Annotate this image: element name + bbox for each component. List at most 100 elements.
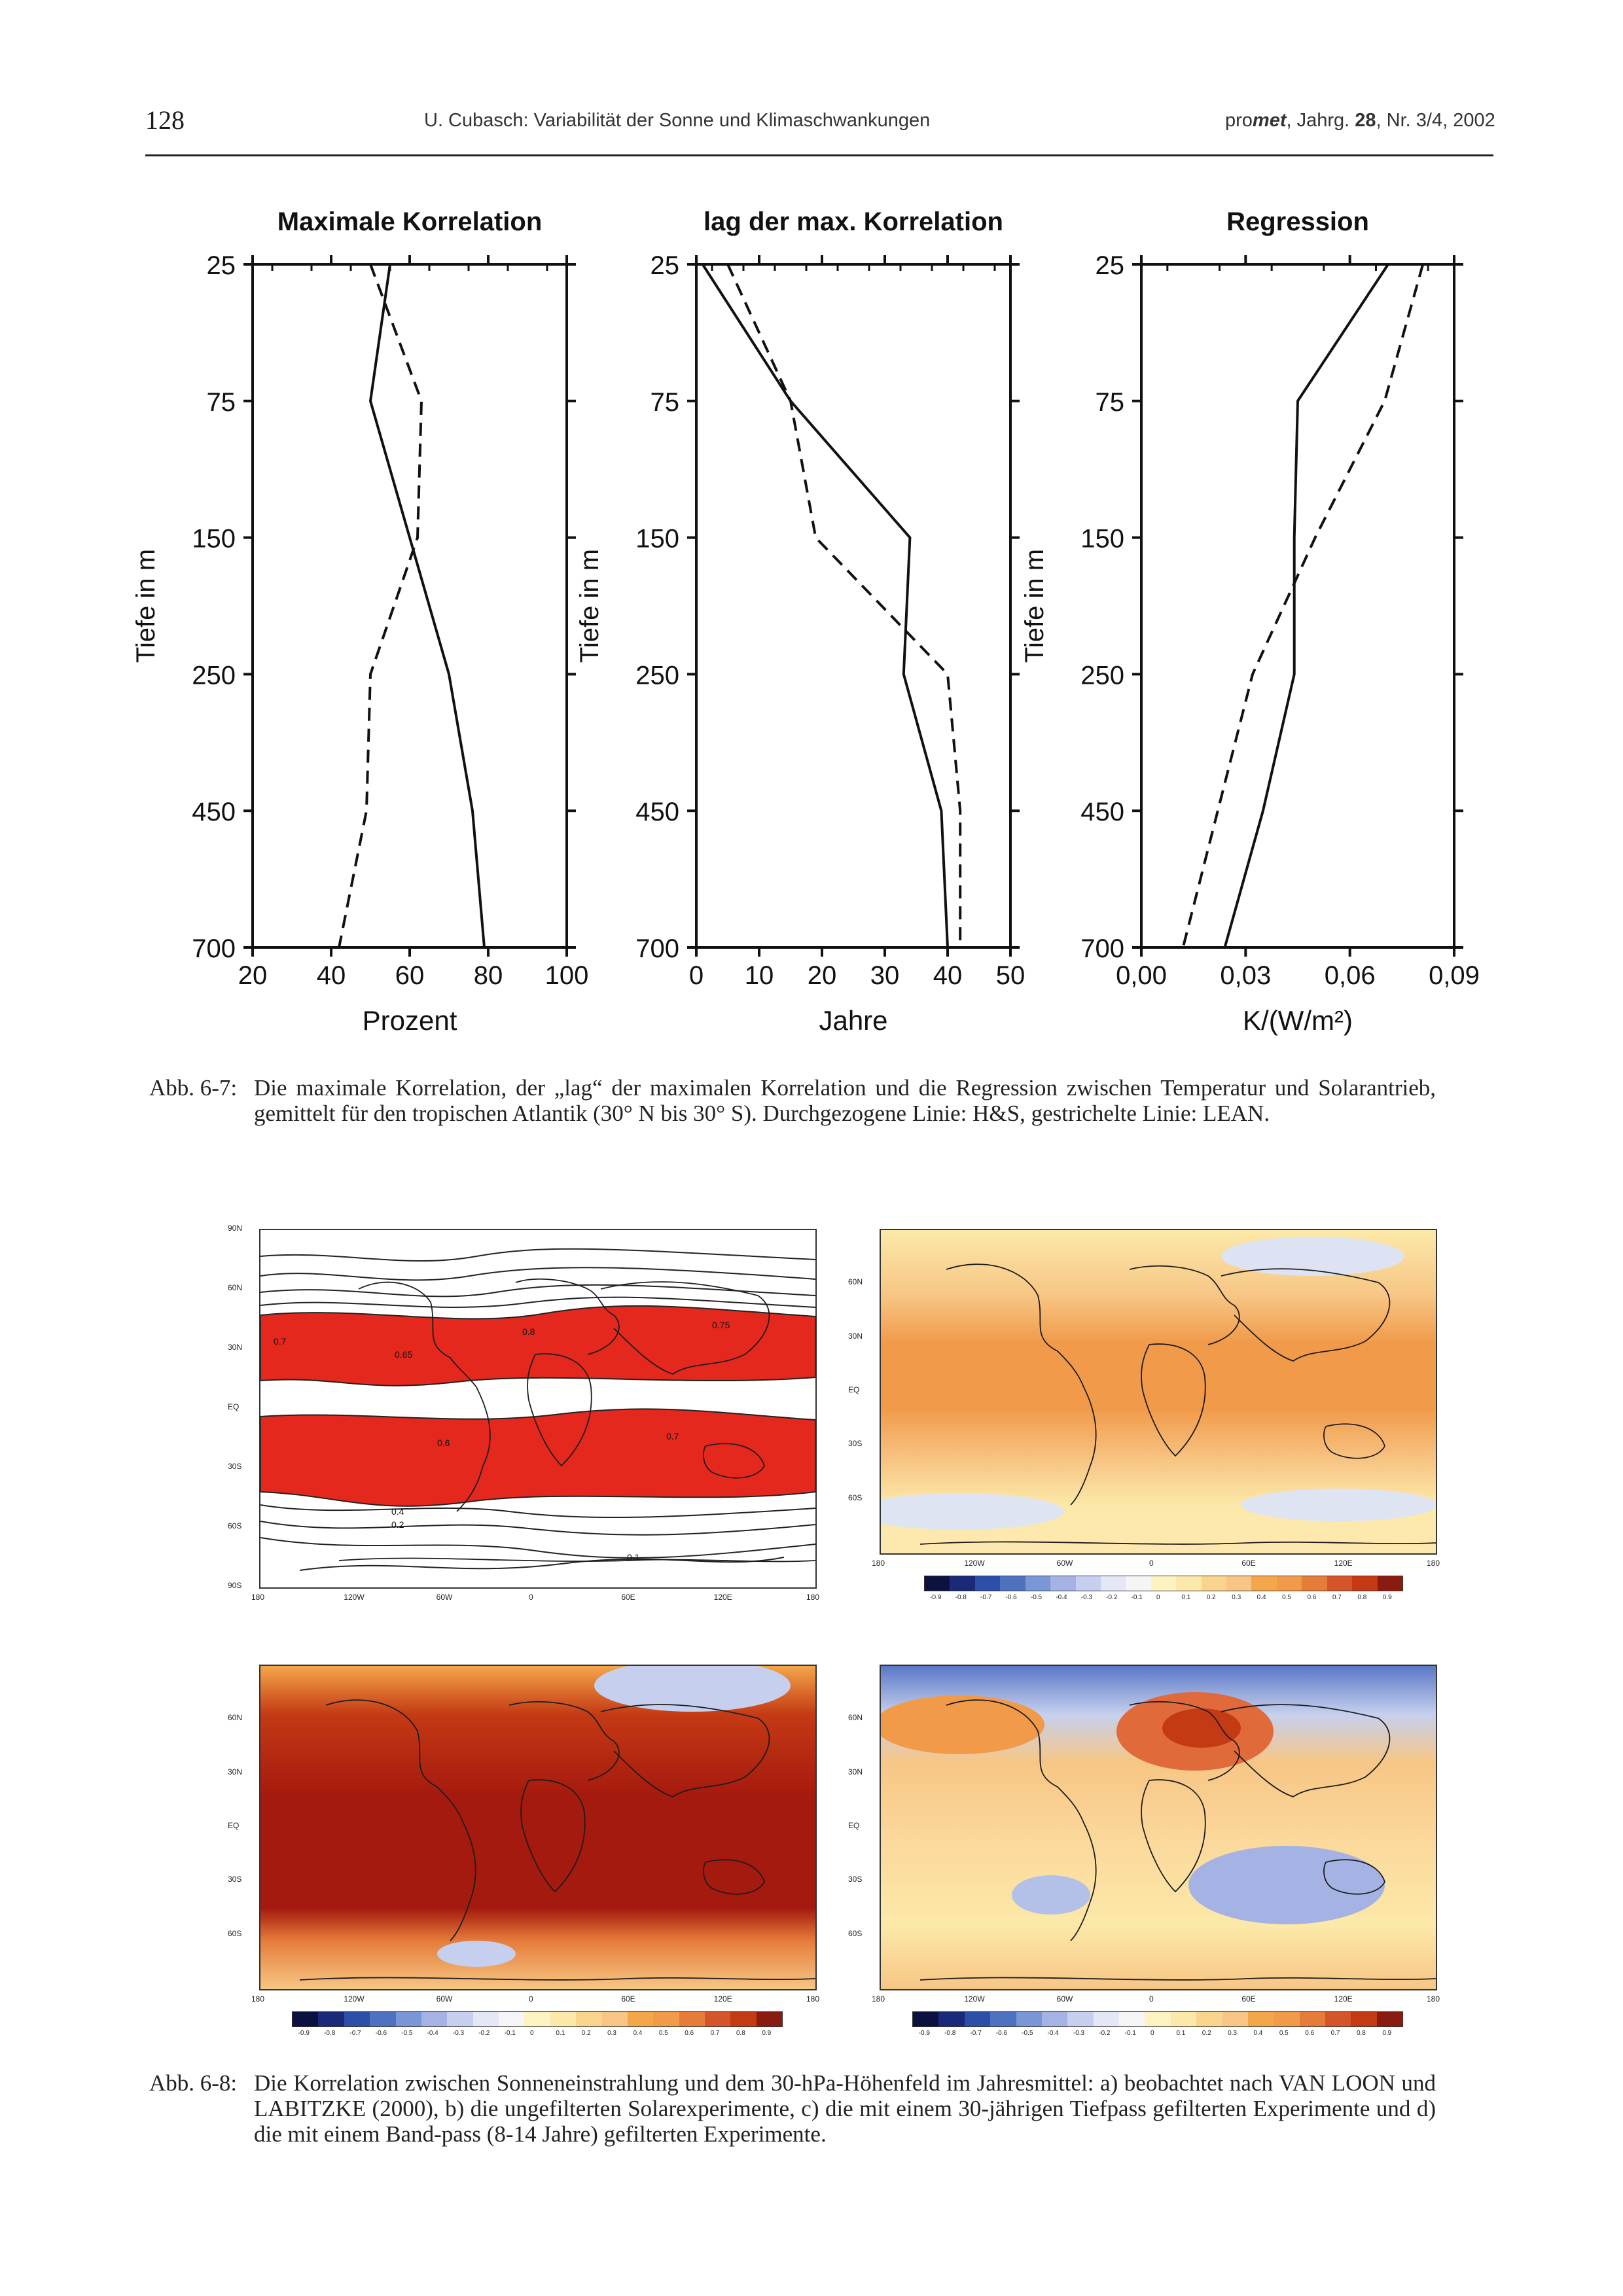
negative-anomaly	[1188, 1846, 1385, 1924]
y-tick-label: 150	[192, 525, 236, 554]
x-tick-label: 0,06	[1325, 961, 1376, 990]
x-tick-label: 0,03	[1220, 961, 1271, 990]
colorbar-label: -0.8	[944, 2030, 956, 2037]
colorbar-label: 0.2	[581, 2030, 591, 2037]
colorbar-swatch	[1299, 2012, 1325, 2026]
longitude-label: 120E	[1334, 1559, 1353, 1568]
longitude-label: 120E	[713, 1593, 732, 1602]
latitude-label: EQ	[228, 1821, 240, 1830]
series-line-hs	[368, 264, 486, 948]
x-tick-label: 60	[395, 961, 425, 990]
americas-outline	[946, 1263, 1097, 1506]
colorbar-swatch	[395, 2012, 421, 2026]
correlation-field	[260, 1666, 815, 1989]
colorbar-label: -0.4	[1056, 1594, 1067, 1601]
colorbar-swatch	[913, 2012, 939, 2026]
europe-outline	[1129, 1701, 1240, 1781]
negative-anomaly	[1221, 1237, 1404, 1276]
colorbar-swatch	[938, 2012, 965, 2026]
colorbar-label: -0.3	[452, 2030, 465, 2037]
plot-frame	[695, 263, 1012, 949]
longitude-label: 0	[1149, 1559, 1154, 1568]
colorbar-swatch	[950, 1576, 975, 1591]
asia-outline	[1221, 1268, 1391, 1362]
colorbar-label: 0.1	[556, 2030, 565, 2037]
latitude-label: 60S	[228, 1521, 242, 1530]
longitude-label: 180	[1427, 1559, 1440, 1568]
longitude-label: 60E	[1241, 1994, 1256, 2004]
colorbar-swatch	[1276, 1576, 1302, 1591]
longitude-label: 180	[806, 1994, 820, 2004]
y-tick-label: 450	[635, 798, 679, 826]
africa-outline	[527, 1353, 592, 1467]
latitude-label: 90S	[228, 1581, 242, 1590]
longitude-label: 120W	[964, 1994, 985, 2004]
europe-outline	[508, 1701, 620, 1781]
negative-anomaly	[881, 1493, 1064, 1530]
contour-label: 0.8	[522, 1326, 535, 1337]
colorbar-swatch	[1377, 1576, 1403, 1591]
colorbar-label: 0.6	[1307, 1594, 1317, 1601]
colorbar-swatch	[1226, 1576, 1252, 1591]
colorbar-label: -0.2	[1106, 1594, 1118, 1601]
contour-label: 0.2	[391, 1519, 404, 1530]
colorbar-label: -0.7	[980, 1594, 992, 1601]
contour-label: 0.65	[395, 1349, 412, 1360]
colorbar-label: -0.5	[401, 2030, 413, 2037]
antarctica-outline	[299, 1977, 815, 1981]
running-title: U. Cubasch: Variabilität der Sonne und K…	[424, 110, 931, 131]
colorbar-label: 0.3	[1232, 1594, 1241, 1601]
x-tick-label: 20	[808, 961, 837, 990]
latitude-label: 30S	[228, 1462, 242, 1471]
colorbar-label: 0.9	[1382, 1594, 1392, 1601]
colorbar-label: -0.3	[1073, 2030, 1085, 2037]
longitude-label: 60E	[621, 1593, 635, 1602]
chart-title: Regression	[1226, 207, 1369, 236]
colorbar-label: 0.1	[1181, 1594, 1191, 1601]
page-number: 128	[145, 105, 185, 135]
antarctica-outline	[338, 1557, 815, 1563]
latitude-label: 60S	[848, 1928, 863, 1938]
contour-label: 0.7	[274, 1336, 287, 1347]
y-tick-label: 150	[635, 525, 679, 554]
colorbar-label: -0.6	[375, 2030, 387, 2037]
y-tick-label: 250	[192, 661, 236, 690]
x-tick-label: 0	[689, 961, 704, 990]
latitude-label: 30N	[228, 1767, 243, 1776]
colorbar-label: -0.7	[349, 2030, 361, 2037]
colorbar-label: 0.7	[710, 2030, 720, 2037]
colorbar-swatch	[318, 2012, 344, 2026]
colorbar-swatch	[1126, 1576, 1151, 1591]
colorbar-label: 0.4	[1253, 2030, 1263, 2037]
colorbar-label: -0.9	[298, 2030, 310, 2037]
colorbar-swatch	[730, 2012, 757, 2026]
y-tick-label: 75	[651, 388, 680, 417]
map-a-observed: 0.7 0.65 0.8 0.75 0.6 0.7 0.4 0.2 0.1	[259, 1229, 817, 1589]
colorbar-swatch	[1196, 2012, 1222, 2026]
longitude-label: 180	[872, 1559, 885, 1568]
latitude-label: 30N	[848, 1331, 863, 1341]
contour-line	[260, 1284, 815, 1298]
x-tick-label: 30	[870, 961, 900, 990]
colorbar-swatch	[1067, 2012, 1094, 2026]
x-tick-label: 40	[317, 961, 346, 990]
x-tick-label: 50	[996, 961, 1026, 990]
colorbar-label: 0.1	[1176, 2030, 1186, 2037]
colorbar-swatch	[1352, 1576, 1378, 1591]
longitude-label: 180	[251, 1994, 265, 2004]
latitude-label: 90N	[228, 1224, 243, 1233]
positive-anomaly	[881, 1695, 1044, 1754]
colorbar-swatch	[1351, 2012, 1377, 2026]
colorbar-label: -0.1	[1131, 1594, 1143, 1601]
y-tick-label: 450	[1080, 798, 1124, 826]
chart-title: lag der max. Korrelation	[704, 207, 1003, 236]
negative-anomaly	[1241, 1489, 1436, 1521]
colorbar-label: -0.5	[1022, 2030, 1033, 2037]
longitude-label: 120W	[344, 1593, 365, 1602]
longitude-label: 180	[872, 1994, 885, 2004]
colorbar-label: -0.7	[970, 2030, 982, 2037]
australia-outline	[703, 1443, 765, 1479]
chart-title: Maximale Korrelation	[277, 207, 543, 236]
australia-outline	[703, 1859, 765, 1895]
longitude-label: 0	[529, 1593, 533, 1602]
